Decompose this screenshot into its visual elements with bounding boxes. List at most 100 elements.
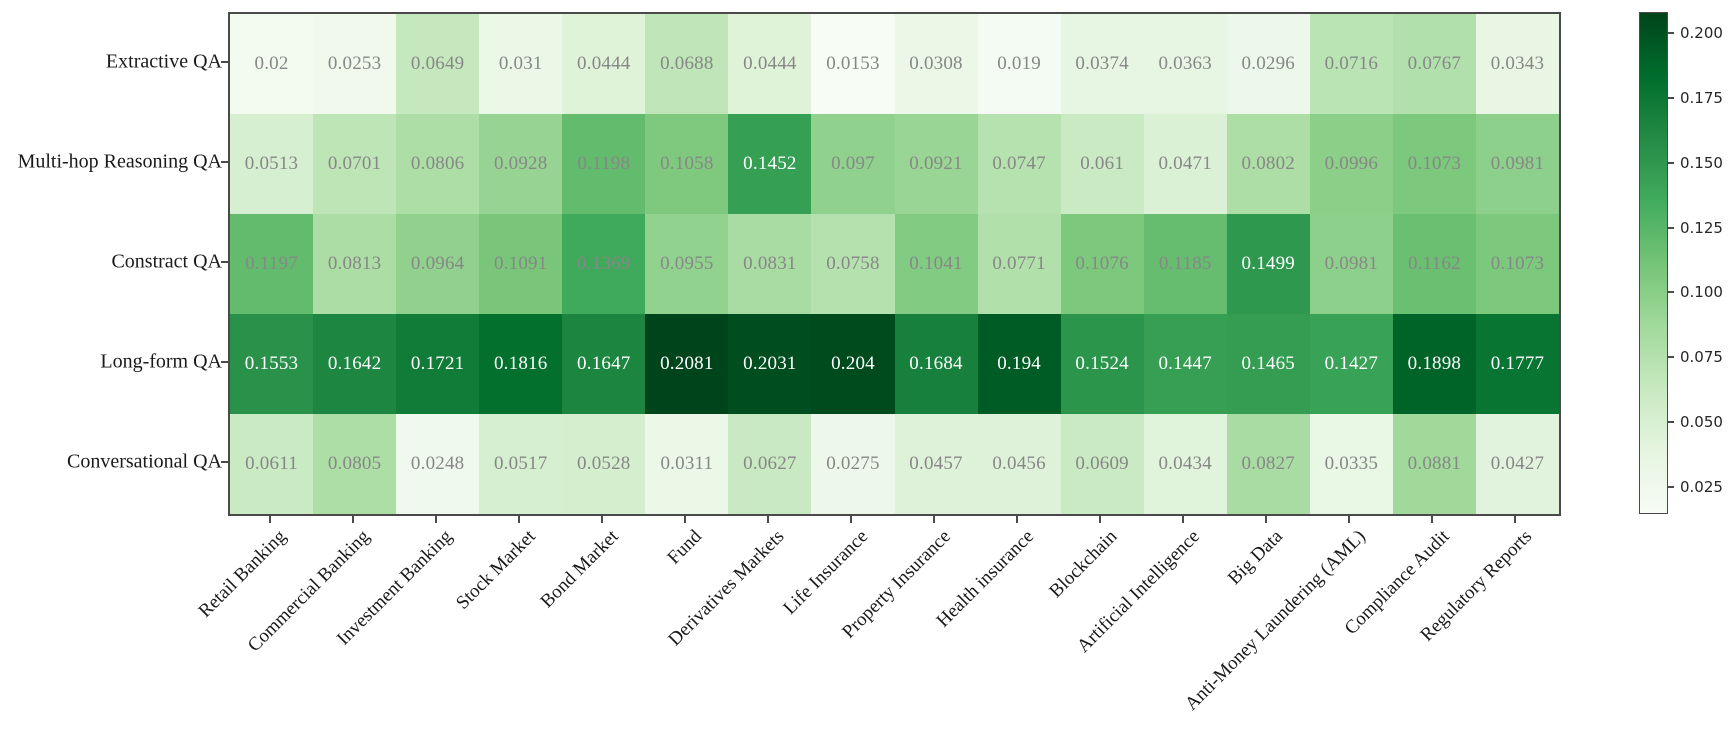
cell-value: 0.0528	[577, 453, 631, 474]
cell-value: 0.0928	[493, 153, 548, 174]
cell-value: 0.097	[831, 153, 875, 174]
cell-value: 0.1647	[577, 353, 631, 374]
heatmap-cell: 0.0802	[1226, 114, 1310, 214]
cell-value: 0.0806	[410, 153, 465, 174]
cell-value: 0.0802	[1241, 153, 1295, 174]
heatmap-cell: 0.0456	[977, 414, 1061, 514]
heatmap-cell: 0.02	[230, 14, 314, 114]
cell-value: 0.02	[254, 53, 289, 74]
cell-value: 0.0701	[327, 153, 382, 174]
heatmap-cell: 0.1076	[1060, 214, 1144, 314]
heatmap-cell: 0.0981	[1475, 114, 1559, 214]
cell-value: 0.0335	[1324, 453, 1379, 474]
heatmap-cell: 0.0296	[1226, 14, 1310, 114]
cell-value: 0.0981	[1490, 153, 1545, 174]
cell-value: 0.0444	[577, 53, 631, 74]
heatmap-cell: 0.1684	[894, 314, 978, 414]
cell-value: 0.0427	[1490, 453, 1545, 474]
heatmap-cell: 0.1369	[562, 214, 646, 314]
cell-value: 0.1427	[1324, 353, 1379, 374]
cell-value: 0.0827	[1241, 453, 1295, 474]
x-tick-mark	[268, 516, 271, 523]
heatmap-cell: 0.0881	[1392, 414, 1476, 514]
x-tick-mark	[933, 516, 936, 523]
row-label: Long-form QA	[100, 350, 222, 373]
cell-value: 0.0716	[1324, 53, 1379, 74]
cell-value: 0.0964	[410, 253, 465, 274]
heatmap-cell: 0.0771	[977, 214, 1061, 314]
heatmap-cell: 0.0517	[479, 414, 563, 514]
heatmap-cell: 0.1553	[230, 314, 314, 414]
x-tick-mark	[434, 516, 437, 523]
heatmap-cell: 0.1427	[1309, 314, 1393, 414]
cell-value: 0.061	[1080, 153, 1125, 174]
heatmap-cell: 0.0343	[1475, 14, 1559, 114]
cell-value: 0.031	[498, 53, 543, 74]
cell-value: 0.2031	[743, 353, 797, 374]
cell-value: 0.1553	[244, 353, 299, 374]
cell-value: 0.2081	[660, 353, 714, 374]
heatmap-cell: 0.204	[811, 314, 895, 414]
heatmap-cell: 0.0955	[645, 214, 729, 314]
heatmap-cell: 0.0813	[313, 214, 397, 314]
heatmap-cell: 0.1091	[479, 214, 563, 314]
cell-value: 0.1465	[1241, 353, 1295, 374]
heatmap-cell: 0.1197	[230, 214, 314, 314]
x-tick-mark	[849, 516, 852, 523]
x-tick-mark	[1265, 516, 1268, 523]
heatmap-cell: 0.0701	[313, 114, 397, 214]
heatmap-cell: 0.1162	[1392, 214, 1476, 314]
heatmap-cell: 0.1499	[1226, 214, 1310, 314]
heatmap-cell: 0.0827	[1226, 414, 1310, 514]
heatmap-cell: 0.1721	[396, 314, 480, 414]
cell-value: 0.1076	[1075, 253, 1129, 274]
cell-value: 0.0308	[909, 53, 963, 74]
cell-value: 0.0311	[660, 453, 714, 474]
cell-value: 0.204	[831, 353, 875, 374]
cell-value: 0.0513	[244, 153, 299, 174]
cell-value: 0.0758	[826, 253, 880, 274]
colorbar-tick-label: 0.100	[1680, 283, 1723, 302]
heatmap-cell: 0.0981	[1309, 214, 1393, 314]
col-label: Stock Market	[451, 526, 540, 614]
heatmap-cell: 0.1452	[728, 114, 812, 214]
heatmap-cell: 0.0308	[894, 14, 978, 114]
cell-value: 0.0248	[410, 453, 465, 474]
heatmap-cell: 0.0805	[313, 414, 397, 514]
cell-value: 0.0771	[992, 253, 1046, 274]
cell-value: 0.0444	[743, 53, 797, 74]
heatmap-cell: 0.1198	[562, 114, 646, 214]
cell-value: 0.0611	[245, 453, 298, 474]
cell-value: 0.1198	[577, 153, 631, 174]
cell-value: 0.1041	[909, 253, 963, 274]
cell-value: 0.1197	[245, 253, 298, 274]
col-label: Blockchain	[1044, 526, 1122, 603]
cell-value: 0.0296	[1241, 53, 1295, 74]
heatmap-cell: 0.097	[811, 114, 895, 214]
cell-value: 0.0921	[909, 153, 963, 174]
heatmap-cell: 0.2031	[728, 314, 812, 414]
cell-value: 0.0813	[327, 253, 382, 274]
heatmap-cell: 0.0611	[230, 414, 314, 514]
cell-value: 0.0627	[743, 453, 797, 474]
heatmap-cell: 0.0335	[1309, 414, 1393, 514]
cell-value: 0.0881	[1407, 453, 1462, 474]
cell-value: 0.0996	[1324, 153, 1379, 174]
heatmap-cell: 0.0457	[894, 414, 978, 514]
colorbar-tick-label: 0.125	[1680, 218, 1723, 237]
cell-value: 0.0434	[1158, 453, 1212, 474]
x-tick-mark	[766, 516, 769, 523]
heatmap-cell: 0.0928	[479, 114, 563, 214]
x-tick-mark	[1016, 516, 1019, 523]
heatmap-cell: 0.0471	[1143, 114, 1227, 214]
x-tick-mark	[1099, 516, 1102, 523]
cell-value: 0.1684	[909, 353, 963, 374]
heatmap-cell: 0.1073	[1475, 214, 1559, 314]
heatmap-cell: 0.0513	[230, 114, 314, 214]
cell-value: 0.0471	[1158, 153, 1212, 174]
cell-value: 0.1452	[743, 153, 797, 174]
cell-value: 0.0153	[826, 53, 880, 74]
x-tick-mark	[351, 516, 354, 523]
heatmap-cell: 0.0649	[396, 14, 480, 114]
